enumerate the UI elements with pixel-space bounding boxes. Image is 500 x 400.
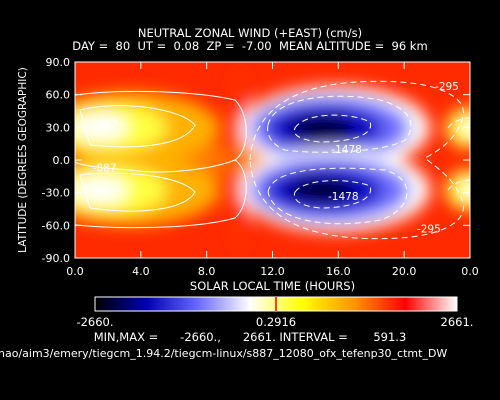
x-tick-label: 8.0 — [198, 265, 216, 278]
contour-label: -1478 — [331, 144, 362, 156]
contour-label: -295 — [417, 224, 441, 236]
colorbar-max-label: 2661. — [441, 315, 474, 329]
chart-title: NEUTRAL ZONAL WIND (+EAST) (cm/s) — [137, 26, 363, 40]
contour-label: -1478 — [328, 191, 359, 203]
x-axis-label: SOLAR LOCAL TIME (HOURS) — [190, 279, 355, 293]
x-tick-label: 4.0 — [132, 265, 150, 278]
y-tick-label: -90.0 — [42, 252, 70, 265]
contour-label: -295 — [435, 81, 459, 93]
x-tick-label: 12.0 — [260, 265, 285, 278]
contour-label: -887 — [93, 163, 117, 175]
chart-subtitle: DAY = 80 UT = 0.08 ZP = -7.00 MEAN ALTIT… — [72, 39, 428, 53]
y-tick-label: -60.0 — [42, 219, 70, 232]
y-tick-label: 0.0 — [53, 154, 71, 167]
y-tick-label: 30.0 — [46, 121, 71, 134]
colorbar-min-label: -2660. — [76, 315, 113, 329]
x-tick-label: 0.0 — [66, 265, 84, 278]
negative-contours — [249, 80, 470, 240]
heatmap-field: 887 -887 -295 -1478 -1478 -295 — [75, 62, 470, 258]
x-tick-label: 0.0 — [461, 265, 479, 278]
y-tick-label: 60.0 — [46, 89, 71, 102]
x-tick-label: 16.0 — [326, 265, 351, 278]
min-max-interval: MIN,MAX = -2660., 2661. INTERVAL = 591.3 — [93, 330, 407, 344]
x-tick-label: 20.0 — [392, 265, 417, 278]
y-tick-label: 90.0 — [46, 56, 71, 69]
y-axis-label: LATITUDE (DEGREES GEOGRAPHIC) — [17, 67, 29, 253]
colorbar-mid-label: 0.2916 — [256, 315, 296, 329]
contour-lines — [75, 90, 247, 229]
y-tick-label: -30.0 — [42, 187, 70, 200]
file-path: hao/aim3/emery/tiegcm_1.94.2/tiegcm-linu… — [0, 347, 448, 360]
contour-label: 887 — [98, 119, 118, 131]
